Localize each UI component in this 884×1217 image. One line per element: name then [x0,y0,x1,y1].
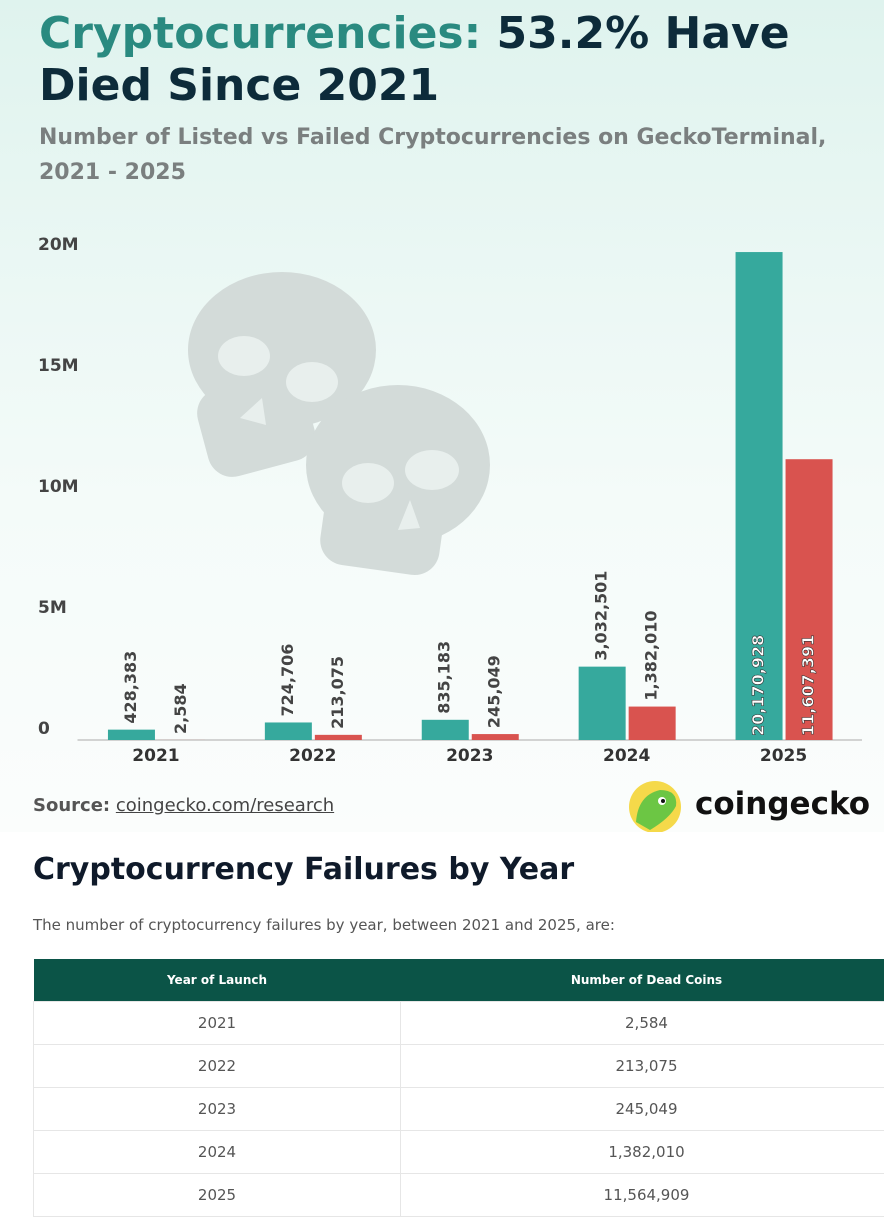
x-tick-label: 2025 [760,746,807,766]
table-cell: 2,584 [401,1002,884,1045]
source-label: Source: [33,795,110,816]
table-cell: 2025 [34,1174,401,1217]
chart-subtitle: Number of Listed vs Failed Cryptocurrenc… [39,120,829,190]
bar [472,734,519,740]
value-label: 835,183 [435,641,454,714]
value-label: 213,075 [328,656,347,729]
value-label: 2,584 [171,683,190,734]
table-cell: 2022 [34,1045,401,1088]
value-label: 20,170,928 [749,635,768,736]
bar [422,720,469,740]
x-tick-label: 2023 [446,746,493,766]
bar [108,730,155,740]
article-heading: Cryptocurrency Failures by Year [33,852,574,887]
table-header: Year of Launch [34,959,401,1002]
x-tick-label: 2022 [289,746,336,766]
table-cell: 213,075 [401,1045,884,1088]
value-label: 1,382,010 [642,610,661,700]
table-cell: 245,049 [401,1088,884,1131]
brand: coingecko [695,786,870,822]
value-label: 11,607,391 [799,635,818,736]
bar [315,735,362,740]
x-tick-label: 2024 [603,746,650,766]
article-intro: The number of cryptocurrency failures by… [33,916,615,934]
bar [629,707,676,740]
y-tick-label: 10M [38,477,79,497]
table-cell: 2024 [34,1131,401,1174]
value-label: 724,706 [278,644,297,717]
y-tick-label: 20M [38,235,79,255]
y-tick-label: 5M [38,598,67,618]
table-cell: 2023 [34,1088,401,1131]
source: Source: coingecko.com/research [33,795,334,816]
skull-decoration [188,272,490,578]
value-label: 3,032,501 [592,571,611,661]
x-tick-label: 2021 [132,746,179,766]
table-header: Number of Dead Coins [401,959,884,1002]
table-cell: 11,564,909 [401,1174,884,1217]
y-tick-label: 15M [38,356,79,376]
y-tick-label: 0 [38,719,50,739]
table-cell: 2021 [34,1002,401,1045]
bar [579,667,626,740]
title-highlight: Cryptocurrencies: [39,8,481,59]
source-link[interactable]: coingecko.com/research [116,795,334,816]
chart-title: Cryptocurrencies: 53.2% Have Died Since … [39,8,869,112]
value-label: 428,383 [121,651,140,724]
value-label: 245,049 [485,655,504,728]
table-cell: 1,382,010 [401,1131,884,1174]
bar [265,722,312,740]
